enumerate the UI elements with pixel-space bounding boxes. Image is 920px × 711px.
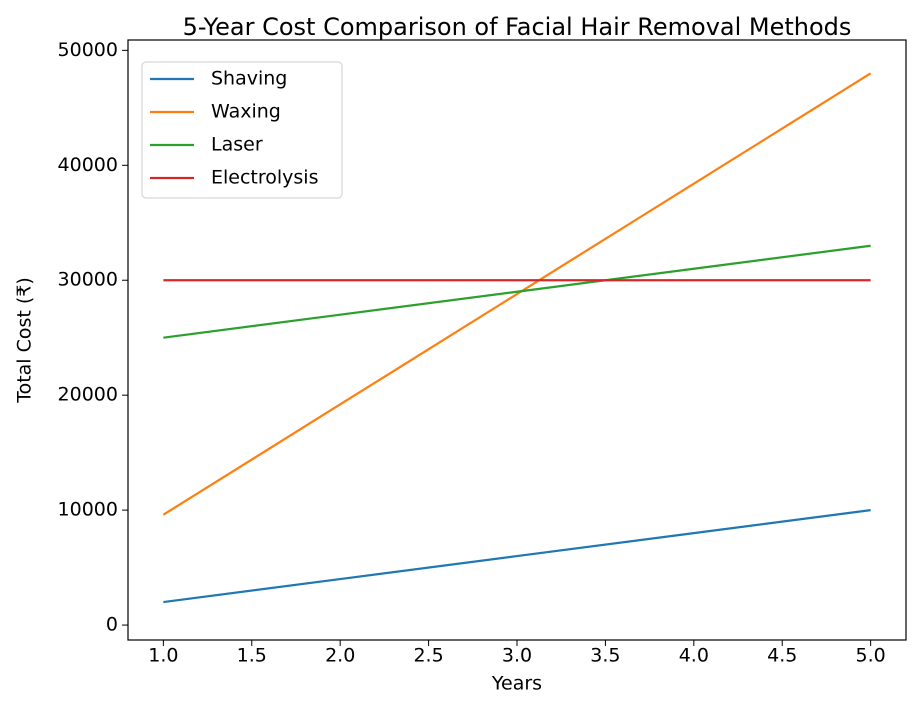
y-tick-label: 20000 xyxy=(58,384,118,406)
chart-title: 5-Year Cost Comparison of Facial Hair Re… xyxy=(183,13,852,41)
series-line xyxy=(163,244,871,339)
y-tick-label: 50000 xyxy=(58,39,118,61)
x-tick-label: 1.0 xyxy=(148,645,178,667)
x-tick-label: 2.0 xyxy=(325,645,355,667)
legend-label: Laser xyxy=(211,134,263,156)
legend-label: Shaving xyxy=(211,68,287,90)
x-tick-label: 4.0 xyxy=(679,645,709,667)
y-tick-label: 40000 xyxy=(58,154,118,176)
x-tick-label: 4.5 xyxy=(767,645,797,667)
x-tick-label: 3.0 xyxy=(502,645,532,667)
legend-box xyxy=(141,61,343,199)
x-tick-label: 1.5 xyxy=(237,645,267,667)
y-tick-label: 30000 xyxy=(58,269,118,291)
legend-label: Electrolysis xyxy=(211,167,319,189)
x-axis-label: Years xyxy=(491,673,542,695)
series-line xyxy=(163,509,871,604)
y-axis-label: Total Cost (₹) xyxy=(14,277,36,404)
y-tick-label: 10000 xyxy=(58,499,118,521)
x-tick-label: 2.5 xyxy=(413,645,443,667)
legend: Shaving Waxing Laser Electrolysis xyxy=(141,61,343,199)
x-tick-label: 3.5 xyxy=(590,645,620,667)
x-tick-label: 5.0 xyxy=(856,645,886,667)
legend-label: Waxing xyxy=(211,101,281,123)
series-line xyxy=(162,72,872,516)
y-tick-label: 0 xyxy=(106,614,118,636)
